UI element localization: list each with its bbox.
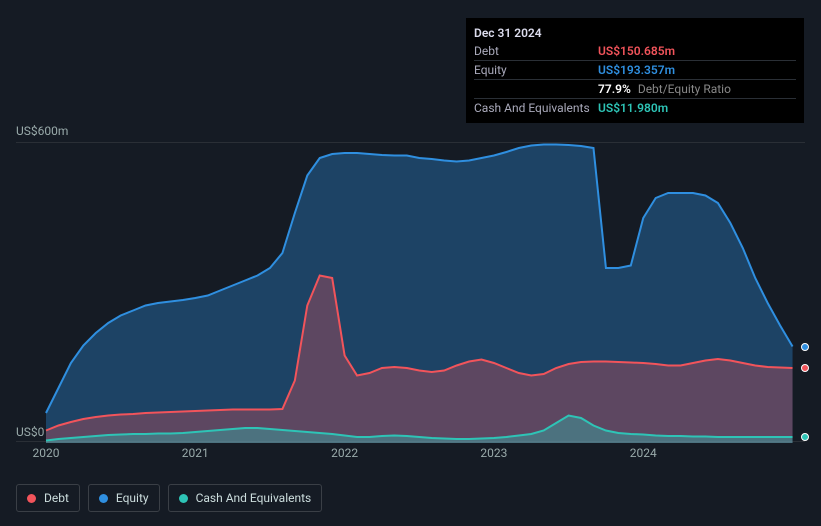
legend-item-cash-and-equivalents[interactable]: Cash And Equivalents [168,484,323,512]
area-chart-svg [16,143,805,443]
tooltip-row-label: Cash And Equivalents [474,101,598,115]
tooltip-row-label: Equity [474,63,598,77]
chart-area: US$0 [16,142,805,442]
tooltip-row-suffix: Debt/Equity Ratio [635,82,731,96]
tooltip-row-label: Debt [474,44,598,58]
x-tick: 2023 [480,446,507,460]
tooltip-row-label [474,82,598,96]
marker-cash [801,433,809,441]
tooltip-row: Cash And EquivalentsUS$11.980m [474,99,796,117]
legend-label: Debt [44,491,69,505]
x-axis: 2020 2021 2022 2023 2024 [16,442,805,462]
tooltip-row-value: US$11.980m [598,101,796,115]
tooltip-row: 77.9% Debt/Equity Ratio [474,80,796,99]
legend-item-equity[interactable]: Equity [88,484,160,512]
x-tick: 2020 [33,446,60,460]
legend-dot [99,494,108,503]
tooltip-date: Dec 31 2024 [474,26,542,40]
legend: Debt Equity Cash And Equivalents [16,484,322,512]
marker-equity [801,343,809,351]
x-tick: 2021 [182,446,209,460]
legend-label: Equity [116,491,149,505]
tooltip-row-value: 77.9% Debt/Equity Ratio [598,82,796,96]
legend-label: Cash And Equivalents [196,491,312,505]
tooltip-row: EquityUS$193.357m [474,61,796,80]
y-axis-top-label: US$600m [16,124,805,138]
y-axis-bottom-label: US$0 [16,425,44,439]
chart-wrap: US$600m US$0 2020 2021 2022 2023 2024 [16,124,805,462]
legend-dot [27,494,36,503]
marker-debt [801,364,809,372]
tooltip-box: Dec 31 2024 DebtUS$150.685mEquityUS$193.… [466,18,804,123]
tooltip-row: DebtUS$150.685m [474,42,796,61]
legend-dot [179,494,188,503]
x-tick: 2022 [331,446,358,460]
x-tick: 2024 [630,446,657,460]
tooltip-row-value: US$193.357m [598,63,796,77]
tooltip-row-value: US$150.685m [598,44,796,58]
legend-item-debt[interactable]: Debt [16,484,80,512]
